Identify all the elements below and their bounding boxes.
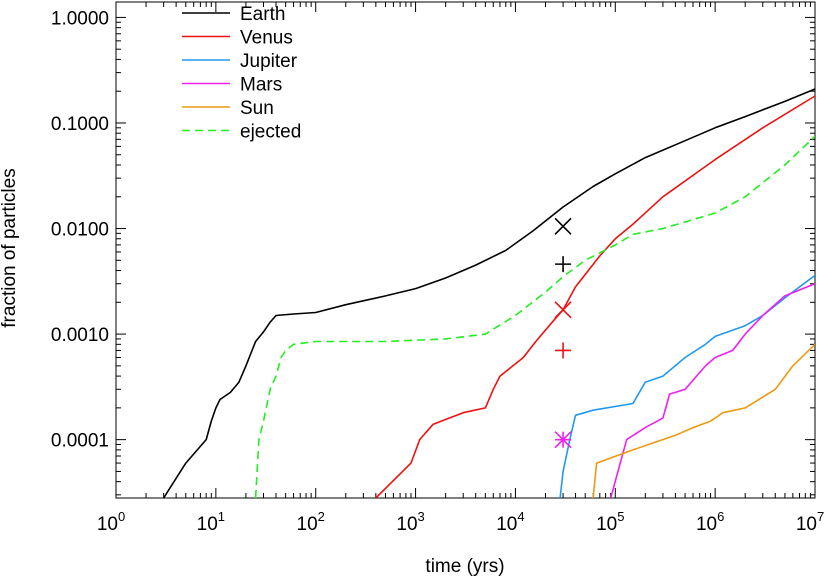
- marker-stroke: [554, 301, 572, 319]
- legend-label-jupiter: Jupiter: [240, 51, 298, 72]
- x-tick-label: 107: [796, 509, 824, 535]
- series-line-venus: [375, 95, 815, 498]
- series-line-jupiter: [559, 274, 815, 498]
- x-tick-label: 103: [396, 509, 424, 535]
- marker-plus: [555, 342, 572, 359]
- x-tick-label: 106: [696, 509, 724, 535]
- x-axis-label: time (yrs): [425, 556, 504, 577]
- series-line-mars: [609, 282, 815, 498]
- x-tick-label: 102: [297, 509, 325, 535]
- plot-frame: [115, 1, 816, 499]
- series-line-sun: [592, 343, 815, 498]
- y-tick-label: 0.0010: [51, 325, 109, 346]
- legend-label-ejected: ejected: [240, 122, 301, 143]
- series-line-ejected: [254, 135, 815, 498]
- y-tick-label: 0.0001: [51, 431, 109, 452]
- x-tick-label: 105: [596, 509, 624, 535]
- x-tick-label: 104: [496, 509, 524, 535]
- y-tick-label: 1.0000: [51, 8, 109, 29]
- y-tick-label: 0.1000: [51, 114, 109, 135]
- x-tick-label: 100: [97, 509, 125, 535]
- marker-stroke: [554, 217, 572, 235]
- marker-plus: [555, 256, 572, 273]
- series-line-earth: [162, 88, 815, 498]
- y-tick-label: 0.0100: [51, 220, 109, 241]
- legend-label-venus: Venus: [240, 28, 293, 49]
- marker-x: [554, 301, 572, 319]
- legend-label-mars: Mars: [240, 75, 282, 96]
- marker-x: [554, 217, 572, 235]
- x-tick-label: 101: [197, 509, 225, 535]
- legend-label-sun: Sun: [240, 98, 274, 119]
- marker-asterisk: [554, 431, 572, 449]
- y-axis-label: fraction of particles: [0, 168, 20, 327]
- legend-label-earth: Earth: [240, 4, 285, 25]
